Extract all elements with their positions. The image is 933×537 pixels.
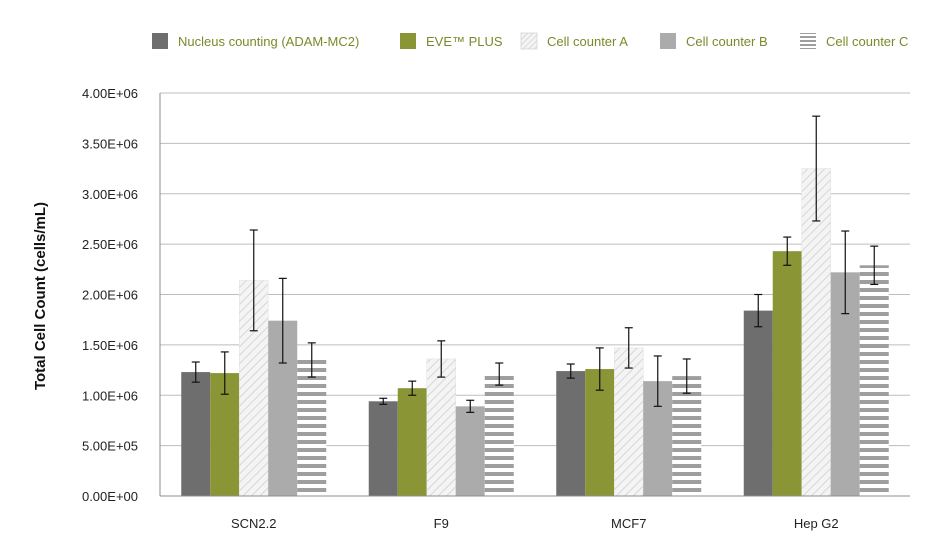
y-tick-label: 0.00E+00: [82, 489, 138, 504]
x-category-label: F9: [434, 516, 449, 531]
bar: [368, 401, 398, 496]
y-tick-label: 1.00E+06: [82, 388, 138, 403]
y-tick-label: 3.50E+06: [82, 136, 138, 151]
axes: [159, 93, 910, 497]
legend-swatch: [520, 32, 538, 50]
legend-swatch: [800, 33, 816, 49]
error-bars: [191, 115, 879, 413]
y-axis-ticks: 0.00E+00 5.00E+05 1.00E+06 1.50E+06 2.00E+06…: [82, 86, 138, 504]
bar: [859, 265, 889, 496]
bar: [455, 406, 485, 496]
bar: [556, 371, 586, 496]
legend-label: Nucleus counting (ADAM-MC2): [178, 34, 359, 49]
y-tick-label: 4.00E+06: [82, 86, 138, 101]
bars: [181, 168, 889, 497]
bar: [772, 251, 802, 496]
x-category-label: MCF7: [611, 516, 646, 531]
x-category-label: SCN2.2: [231, 516, 277, 531]
bar: [397, 388, 427, 496]
x-category-label: Hep G2: [794, 516, 839, 531]
legend-swatch: [400, 33, 416, 49]
bar: [426, 358, 456, 497]
bar: [181, 372, 211, 496]
bar: [614, 347, 644, 497]
legend-swatch: [152, 33, 168, 49]
y-tick-label: 2.50E+06: [82, 237, 138, 252]
y-tick-label: 3.00E+06: [82, 187, 138, 202]
bar: [484, 374, 514, 496]
bar: [297, 359, 327, 496]
category-labels: SCN2.2 F9 MCF7 Hep G2: [231, 516, 839, 531]
legend-label: Cell counter A: [547, 34, 628, 49]
y-tick-label: 2.00E+06: [82, 288, 138, 303]
y-tick-label: 1.50E+06: [82, 338, 138, 353]
bar: [672, 376, 702, 496]
y-axis-label: Total Cell Count (cells/mL): [32, 202, 49, 390]
legend-label: Cell counter B: [686, 34, 768, 49]
bar: [743, 310, 773, 496]
legend-label: Cell counter C: [826, 34, 908, 49]
y-tick-label: 5.00E+05: [82, 439, 138, 454]
legend: Nucleus counting (ADAM-MC2) EVE™ PLUS Cell…: [152, 32, 908, 50]
legend-label: EVE™ PLUS: [426, 34, 503, 49]
legend-swatch: [660, 33, 676, 49]
